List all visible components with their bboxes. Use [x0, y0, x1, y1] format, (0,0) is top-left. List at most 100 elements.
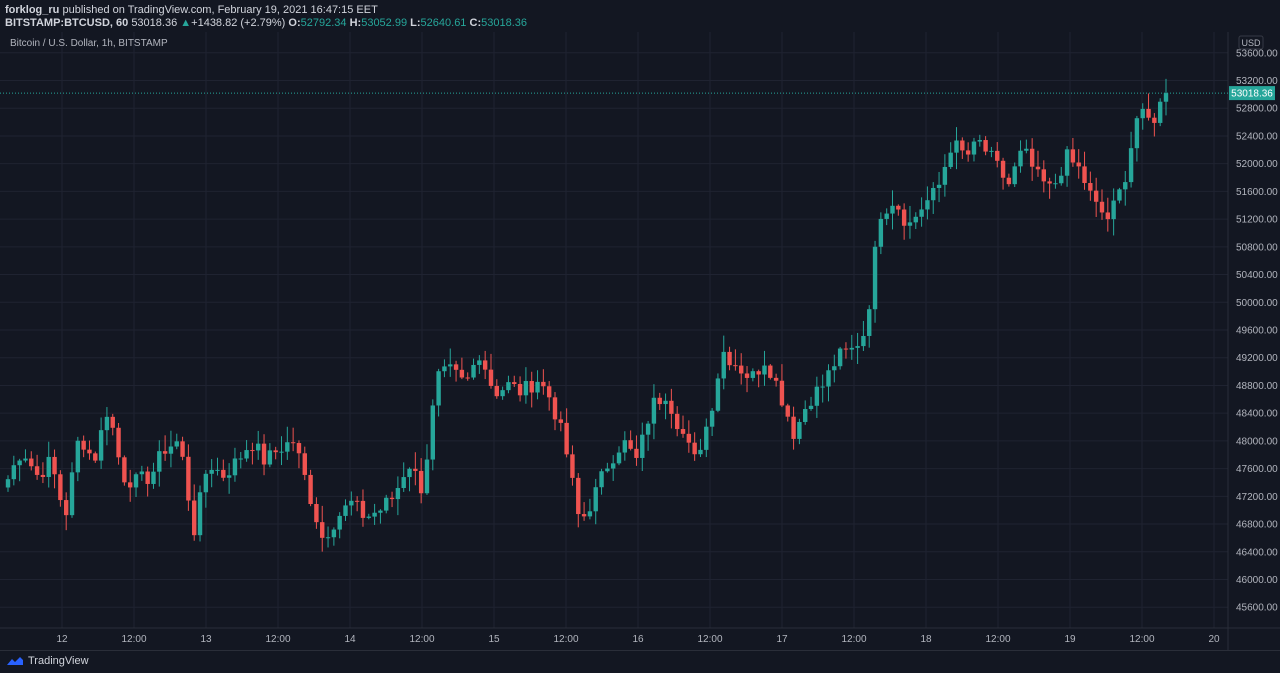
y-tick-label: 47600.00 — [1236, 464, 1278, 475]
candle-body — [541, 381, 546, 387]
candle-body — [290, 442, 296, 444]
candle-body — [867, 309, 872, 336]
chart-area[interactable]: 53600.00 53200.00 52800.00 52400.00 52000.00… — [0, 32, 1280, 650]
candle-body — [314, 503, 319, 523]
candle-body — [133, 474, 139, 488]
candle-body — [727, 351, 732, 366]
x-tick-label: 20 — [1208, 634, 1220, 645]
x-tick-label: 12:00 — [1129, 634, 1154, 645]
candle-body — [989, 150, 994, 152]
x-tick-label: 16 — [632, 634, 644, 645]
candle-body — [616, 452, 622, 464]
ohlc-line: BITSTAMP:BTCUSD, 60 53018.36 ▲+1438.82 (… — [5, 17, 527, 29]
candle-body — [5, 479, 11, 488]
high-label: H: — [349, 17, 362, 29]
candle-body — [1041, 169, 1046, 182]
y-tick-label: 52800.00 — [1236, 104, 1278, 115]
low-label: L: — [410, 17, 421, 29]
candle-body — [1117, 189, 1122, 201]
candle-body — [343, 505, 348, 516]
candle-body — [698, 449, 703, 455]
candle-body — [995, 150, 1000, 161]
candle-body — [512, 382, 517, 385]
open-value: 52792.34 — [300, 17, 347, 29]
candle-body — [756, 371, 761, 375]
candle-body — [1006, 177, 1012, 185]
candle-body — [430, 405, 435, 460]
tradingview-brand[interactable]: TradingView — [6, 655, 89, 667]
y-tick-label: 46000.00 — [1236, 575, 1278, 586]
author-name[interactable]: forklog_ru — [5, 4, 60, 16]
candle-body — [843, 348, 849, 350]
y-tick-label: 49200.00 — [1236, 353, 1278, 364]
x-tick-label: 12:00 — [409, 634, 434, 645]
candle-body — [104, 416, 110, 431]
candle-body — [116, 427, 121, 458]
candle-body — [773, 377, 779, 381]
candle-body — [81, 440, 86, 450]
candle-body — [389, 497, 395, 500]
candle-body — [820, 386, 825, 388]
candle-body — [954, 140, 959, 153]
candle-body — [622, 440, 628, 453]
candle-body — [890, 205, 895, 214]
candle-body — [448, 364, 453, 367]
y-tick-label: 53200.00 — [1236, 76, 1278, 87]
candlestick-chart[interactable]: 53600.00 53200.00 52800.00 52400.00 52000.00… — [0, 32, 1280, 650]
footer-bar: TradingView — [0, 650, 1280, 673]
candle-body — [797, 421, 802, 439]
close-value: 53018.36 — [481, 17, 527, 29]
y-tick-label: 50800.00 — [1236, 242, 1278, 253]
candle-body — [896, 205, 901, 210]
candle-body — [407, 468, 412, 478]
candle-body — [93, 453, 98, 461]
candle-body — [657, 397, 662, 405]
chart-header: forklog_ru published on TradingView.com,… — [0, 0, 1280, 32]
candle-body — [948, 152, 953, 167]
candle-body — [418, 470, 424, 494]
candle-body — [640, 434, 645, 458]
candle-body — [581, 514, 587, 517]
candle-body — [669, 400, 674, 414]
candle-body — [29, 458, 34, 467]
candle-body — [1111, 200, 1116, 220]
candle-body — [791, 416, 796, 439]
y-tick-label: 50400.00 — [1236, 270, 1278, 281]
candle-body — [1076, 162, 1081, 167]
candle-body — [482, 360, 488, 370]
candle-body — [87, 449, 92, 454]
last-price-badge — [1229, 86, 1275, 101]
candle-body — [442, 366, 447, 372]
symbol-label: BITSTAMP:BTCUSD, 60 — [5, 17, 129, 29]
candle-body — [226, 475, 232, 478]
x-tick-label: 12:00 — [553, 634, 578, 645]
change-arrow-icon: ▲ — [180, 17, 192, 29]
candle-body — [942, 166, 948, 185]
candle-body — [180, 441, 185, 457]
price-change: +1438.82 (+2.79%) — [191, 17, 286, 29]
candle-body — [459, 369, 465, 378]
y-tick-label: 47200.00 — [1236, 492, 1278, 503]
candle-body — [244, 450, 249, 459]
x-tick-label: 12:00 — [121, 634, 146, 645]
candle-body — [302, 453, 307, 475]
candle-body — [122, 457, 127, 483]
chart-background — [0, 32, 1280, 650]
candle-body — [1163, 93, 1169, 102]
candle-body — [1099, 201, 1105, 213]
candle-body — [1047, 181, 1052, 184]
candle-body — [192, 500, 197, 536]
candle-body — [907, 222, 913, 226]
candle-body — [599, 471, 604, 488]
candle-body — [424, 459, 430, 494]
close-label: C: — [469, 17, 482, 29]
candle-body — [593, 487, 598, 512]
x-tick-label: 18 — [920, 634, 932, 645]
candle-body — [395, 488, 401, 500]
y-tick-label: 52400.00 — [1236, 131, 1278, 142]
x-tick-label: 14 — [344, 634, 356, 645]
candle-body — [360, 500, 366, 518]
candle-body — [605, 468, 610, 472]
x-tick-label: 17 — [776, 634, 788, 645]
candle-body — [174, 441, 179, 447]
